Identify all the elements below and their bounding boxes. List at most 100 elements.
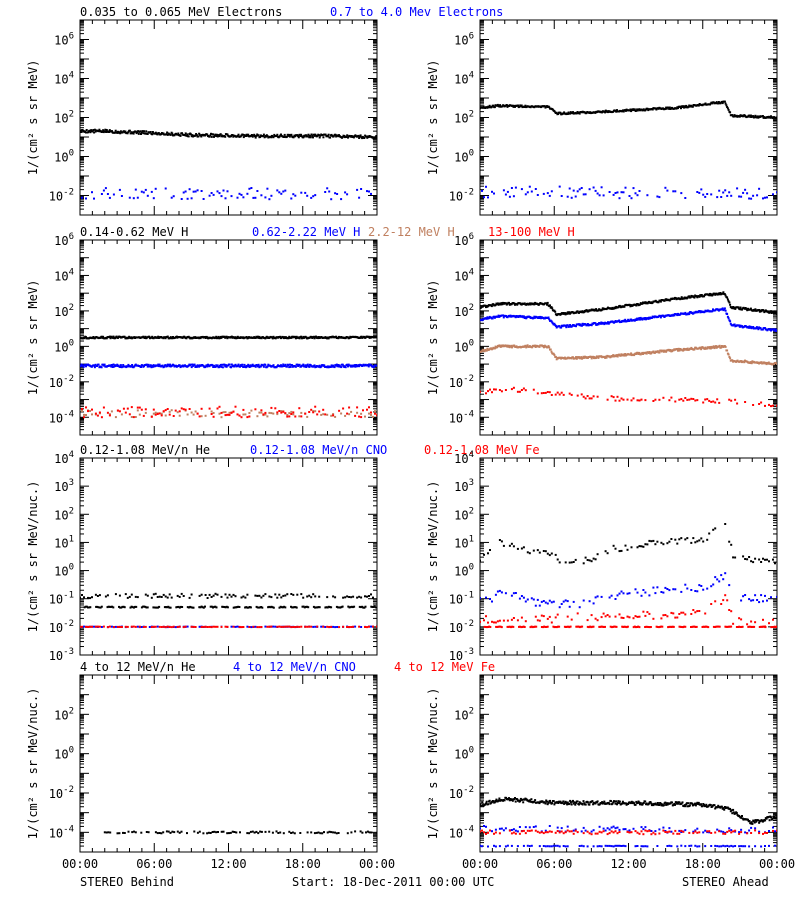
data-point: [563, 356, 566, 359]
data-point: [119, 606, 122, 609]
data-point: [246, 593, 249, 596]
data-point: [590, 357, 593, 360]
data-point: [218, 192, 221, 195]
data-point: [132, 416, 135, 419]
data-point: [330, 198, 333, 201]
data-point: [158, 605, 161, 608]
data-point: [273, 133, 276, 136]
data-point: [101, 130, 104, 133]
data-point: [581, 357, 584, 360]
data-point: [288, 363, 291, 366]
y-tick-label: 10-2: [49, 374, 74, 390]
data-point: [97, 606, 100, 609]
data-point: [696, 399, 699, 402]
data-point: [360, 412, 363, 415]
data-point: [506, 105, 509, 108]
data-point: [162, 410, 165, 413]
data-point: [283, 605, 286, 608]
data-point: [118, 626, 121, 628]
data-point: [280, 364, 282, 367]
data-point: [718, 293, 721, 296]
data-point: [601, 111, 604, 114]
y-axis-label: 1/(cm² s sr MeV): [26, 280, 40, 396]
data-point: [618, 319, 621, 322]
data-point: [117, 364, 120, 367]
data-point: [181, 606, 184, 608]
data-point: [514, 316, 517, 319]
data-point: [723, 307, 726, 310]
data-point: [298, 407, 301, 410]
data-point: [368, 595, 370, 597]
data-point: [278, 593, 281, 596]
data-point: [155, 606, 158, 609]
data-point: [292, 411, 295, 414]
data-point: [348, 413, 351, 416]
data-point: [663, 316, 666, 318]
data-point: [274, 337, 277, 340]
data-point: [342, 407, 345, 410]
data-point: [579, 323, 582, 326]
data-series-series-2: [480, 344, 777, 366]
data-point: [359, 134, 362, 137]
data-point: [616, 191, 619, 194]
data-point: [704, 346, 707, 349]
data-point: [142, 414, 145, 417]
data-point: [757, 328, 760, 331]
data-point: [602, 194, 605, 197]
data-point: [539, 315, 542, 318]
data-point: [94, 130, 97, 133]
data-point: [586, 395, 589, 397]
data-point: [645, 352, 648, 355]
data-point: [216, 625, 219, 628]
data-point: [656, 195, 659, 198]
data-point: [366, 190, 368, 193]
data-point: [97, 363, 100, 366]
data-point: [224, 606, 227, 609]
data-point: [358, 625, 361, 628]
data-point: [306, 135, 309, 138]
data-point: [242, 626, 245, 628]
data-point: [123, 606, 126, 609]
data-point: [82, 365, 85, 368]
data-point: [93, 366, 96, 369]
data-point: [184, 134, 186, 137]
data-point: [171, 132, 174, 135]
data-point: [118, 594, 121, 597]
data-point: [80, 364, 82, 367]
data-point: [512, 195, 515, 198]
data-point: [370, 625, 372, 628]
data-point: [544, 391, 547, 394]
data-point: [268, 605, 271, 608]
data-point: [304, 605, 307, 608]
data-point: [144, 408, 147, 411]
data-point: [146, 363, 148, 366]
data-point: [187, 606, 190, 609]
data-point: [576, 394, 579, 397]
data-point: [590, 324, 593, 327]
data-point: [198, 594, 201, 597]
data-point: [731, 114, 734, 117]
data-point: [171, 337, 174, 340]
data-point: [630, 318, 633, 321]
data-point: [234, 405, 237, 408]
data-point: [301, 364, 304, 367]
data-point: [120, 413, 123, 416]
data-point: [331, 365, 334, 368]
data-point: [285, 135, 288, 138]
data-point: [703, 347, 706, 350]
data-point: [122, 364, 125, 366]
data-point: [134, 605, 136, 608]
data-point: [672, 190, 675, 193]
data-point: [294, 415, 297, 418]
data-point: [314, 405, 317, 408]
data-point: [520, 389, 523, 391]
data-point: [690, 397, 693, 400]
data-point: [205, 364, 208, 367]
data-point: [254, 136, 257, 139]
data-point: [493, 192, 495, 195]
data-point: [554, 310, 557, 313]
data-point: [168, 413, 171, 416]
data-point: [630, 399, 633, 402]
data-point: [80, 129, 82, 132]
data-point: [367, 365, 370, 368]
